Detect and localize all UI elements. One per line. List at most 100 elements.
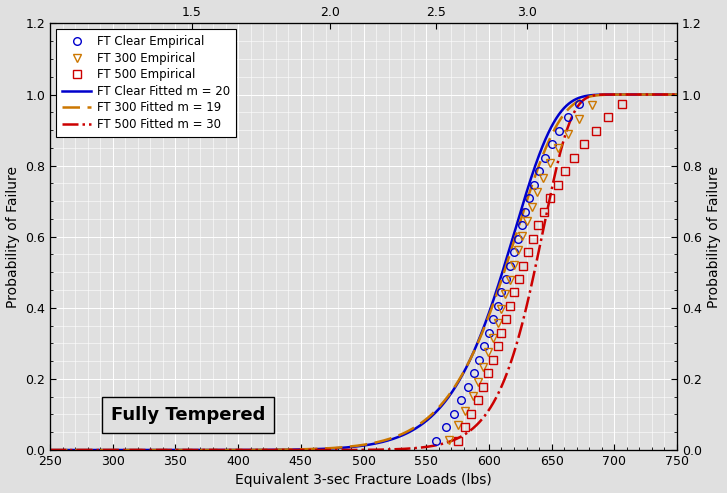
FT Clear Empirical [502, 276, 511, 282]
FT Clear Empirical [563, 114, 572, 120]
FT 500 Empirical [546, 195, 555, 201]
FT 300 Empirical [453, 423, 462, 428]
FT Clear Fitted m = 20 [654, 92, 663, 98]
FT Clear Empirical [535, 168, 544, 174]
FT 300 Empirical [468, 393, 477, 399]
FT Clear Fitted m = 20 [78, 447, 87, 453]
Y-axis label: Probability of Failure: Probability of Failure [6, 166, 20, 308]
Line: FT 300 Empirical: FT 300 Empirical [445, 101, 595, 444]
FT Clear Empirical [547, 141, 556, 147]
FT 300 Fitted m = 19 [78, 447, 87, 453]
Y-axis label: Probability of Failure: Probability of Failure [707, 166, 721, 308]
FT Clear Empirical [497, 289, 506, 295]
FT 300 Empirical [587, 102, 596, 107]
FT Clear Empirical [530, 182, 539, 188]
FT 500 Fitted m = 30 [334, 447, 342, 453]
FT 500 Empirical [478, 384, 487, 389]
FT 500 Fitted m = 30 [655, 92, 664, 98]
FT 300 Empirical [532, 189, 541, 195]
FT 500 Empirical [553, 182, 562, 188]
FT 300 Empirical [483, 350, 492, 355]
FT Clear Empirical [521, 209, 530, 214]
FT 300 Fitted m = 19 [350, 443, 359, 449]
FT 300 Empirical [522, 218, 531, 224]
FT 500 Empirical [497, 330, 506, 336]
FT 500 Empirical [529, 236, 537, 242]
Line: FT 500 Empirical: FT 500 Empirical [454, 100, 626, 444]
FT Clear Empirical [506, 263, 515, 269]
FT Clear Fitted m = 20 [667, 92, 676, 98]
Legend: FT Clear Empirical, FT 300 Empirical, FT 500 Empirical, FT Clear Fitted m = 20, : FT Clear Empirical, FT 300 Empirical, FT… [56, 29, 236, 137]
FT 500 Empirical [570, 155, 579, 161]
FT 300 Empirical [489, 335, 497, 341]
Text: Fully Tempered: Fully Tempered [111, 406, 265, 424]
FT 300 Empirical [517, 233, 526, 239]
FT 300 Empirical [461, 408, 470, 414]
FT 500 Fitted m = 30 [654, 92, 663, 98]
FT Clear Fitted m = 20 [672, 92, 681, 98]
FT Clear Empirical [575, 101, 584, 107]
FT Clear Empirical [555, 128, 563, 134]
FT 500 Empirical [580, 141, 589, 147]
Line: FT Clear Fitted m = 20: FT Clear Fitted m = 20 [50, 95, 677, 450]
FT Clear Empirical [475, 357, 483, 363]
FT 500 Fitted m = 30 [350, 447, 359, 453]
FT 500 Empirical [523, 249, 532, 255]
FT Clear Fitted m = 20 [334, 445, 342, 451]
FT Clear Empirical [517, 222, 526, 228]
FT 500 Empirical [489, 357, 497, 363]
FT 300 Empirical [527, 204, 536, 210]
FT 300 Empirical [546, 160, 555, 166]
FT 300 Empirical [494, 320, 502, 326]
FT Clear Fitted m = 20 [654, 92, 663, 98]
FT Clear Empirical [510, 249, 518, 255]
FT 300 Empirical [553, 145, 562, 151]
FT Clear Empirical [457, 397, 466, 403]
FT 300 Empirical [506, 277, 515, 282]
FT 300 Empirical [539, 175, 547, 180]
FT 500 Fitted m = 30 [539, 224, 548, 230]
FT 300 Empirical [575, 116, 584, 122]
FT 300 Empirical [444, 437, 453, 443]
FT Clear Empirical [494, 303, 502, 309]
FT 500 Empirical [473, 397, 482, 403]
X-axis label: Equivalent 3-sec Fracture Loads (lbs): Equivalent 3-sec Fracture Loads (lbs) [235, 473, 492, 488]
FT Clear Empirical [485, 330, 494, 336]
FT 300 Empirical [473, 379, 482, 385]
FT Clear Empirical [470, 370, 478, 376]
FT Clear Empirical [449, 411, 458, 417]
FT Clear Empirical [480, 344, 489, 350]
FT Clear Empirical [463, 384, 472, 389]
FT 500 Empirical [515, 276, 523, 282]
FT 500 Empirical [518, 263, 527, 269]
FT 500 Empirical [483, 370, 492, 376]
FT 300 Empirical [510, 262, 518, 268]
FT 500 Empirical [506, 303, 515, 309]
FT Clear Fitted m = 20 [350, 444, 359, 450]
FT 300 Empirical [497, 306, 506, 312]
FT 300 Empirical [513, 247, 522, 253]
FT 300 Fitted m = 19 [654, 92, 663, 98]
Line: FT 300 Fitted m = 19: FT 300 Fitted m = 19 [50, 95, 677, 450]
FT Clear Fitted m = 20 [539, 141, 548, 146]
FT 300 Fitted m = 19 [46, 447, 55, 453]
FT 300 Fitted m = 19 [654, 92, 663, 98]
FT 300 Empirical [563, 131, 572, 137]
FT 500 Empirical [510, 289, 518, 295]
FT Clear Empirical [525, 195, 534, 201]
FT 500 Empirical [453, 438, 462, 444]
FT 500 Empirical [603, 114, 612, 120]
FT Clear Empirical [541, 155, 550, 161]
FT Clear Empirical [513, 236, 522, 242]
FT 300 Fitted m = 19 [539, 150, 548, 156]
FT Clear Empirical [442, 424, 451, 430]
Line: FT 500 Fitted m = 30: FT 500 Fitted m = 30 [50, 95, 677, 450]
FT 500 Empirical [467, 411, 475, 417]
FT 500 Fitted m = 30 [672, 92, 681, 98]
FT 300 Fitted m = 19 [334, 445, 342, 451]
FT Clear Empirical [432, 438, 441, 444]
FT 300 Empirical [501, 291, 510, 297]
FT 500 Fitted m = 30 [643, 92, 652, 98]
FT 500 Empirical [461, 424, 470, 430]
Line: FT Clear Empirical: FT Clear Empirical [433, 100, 583, 444]
